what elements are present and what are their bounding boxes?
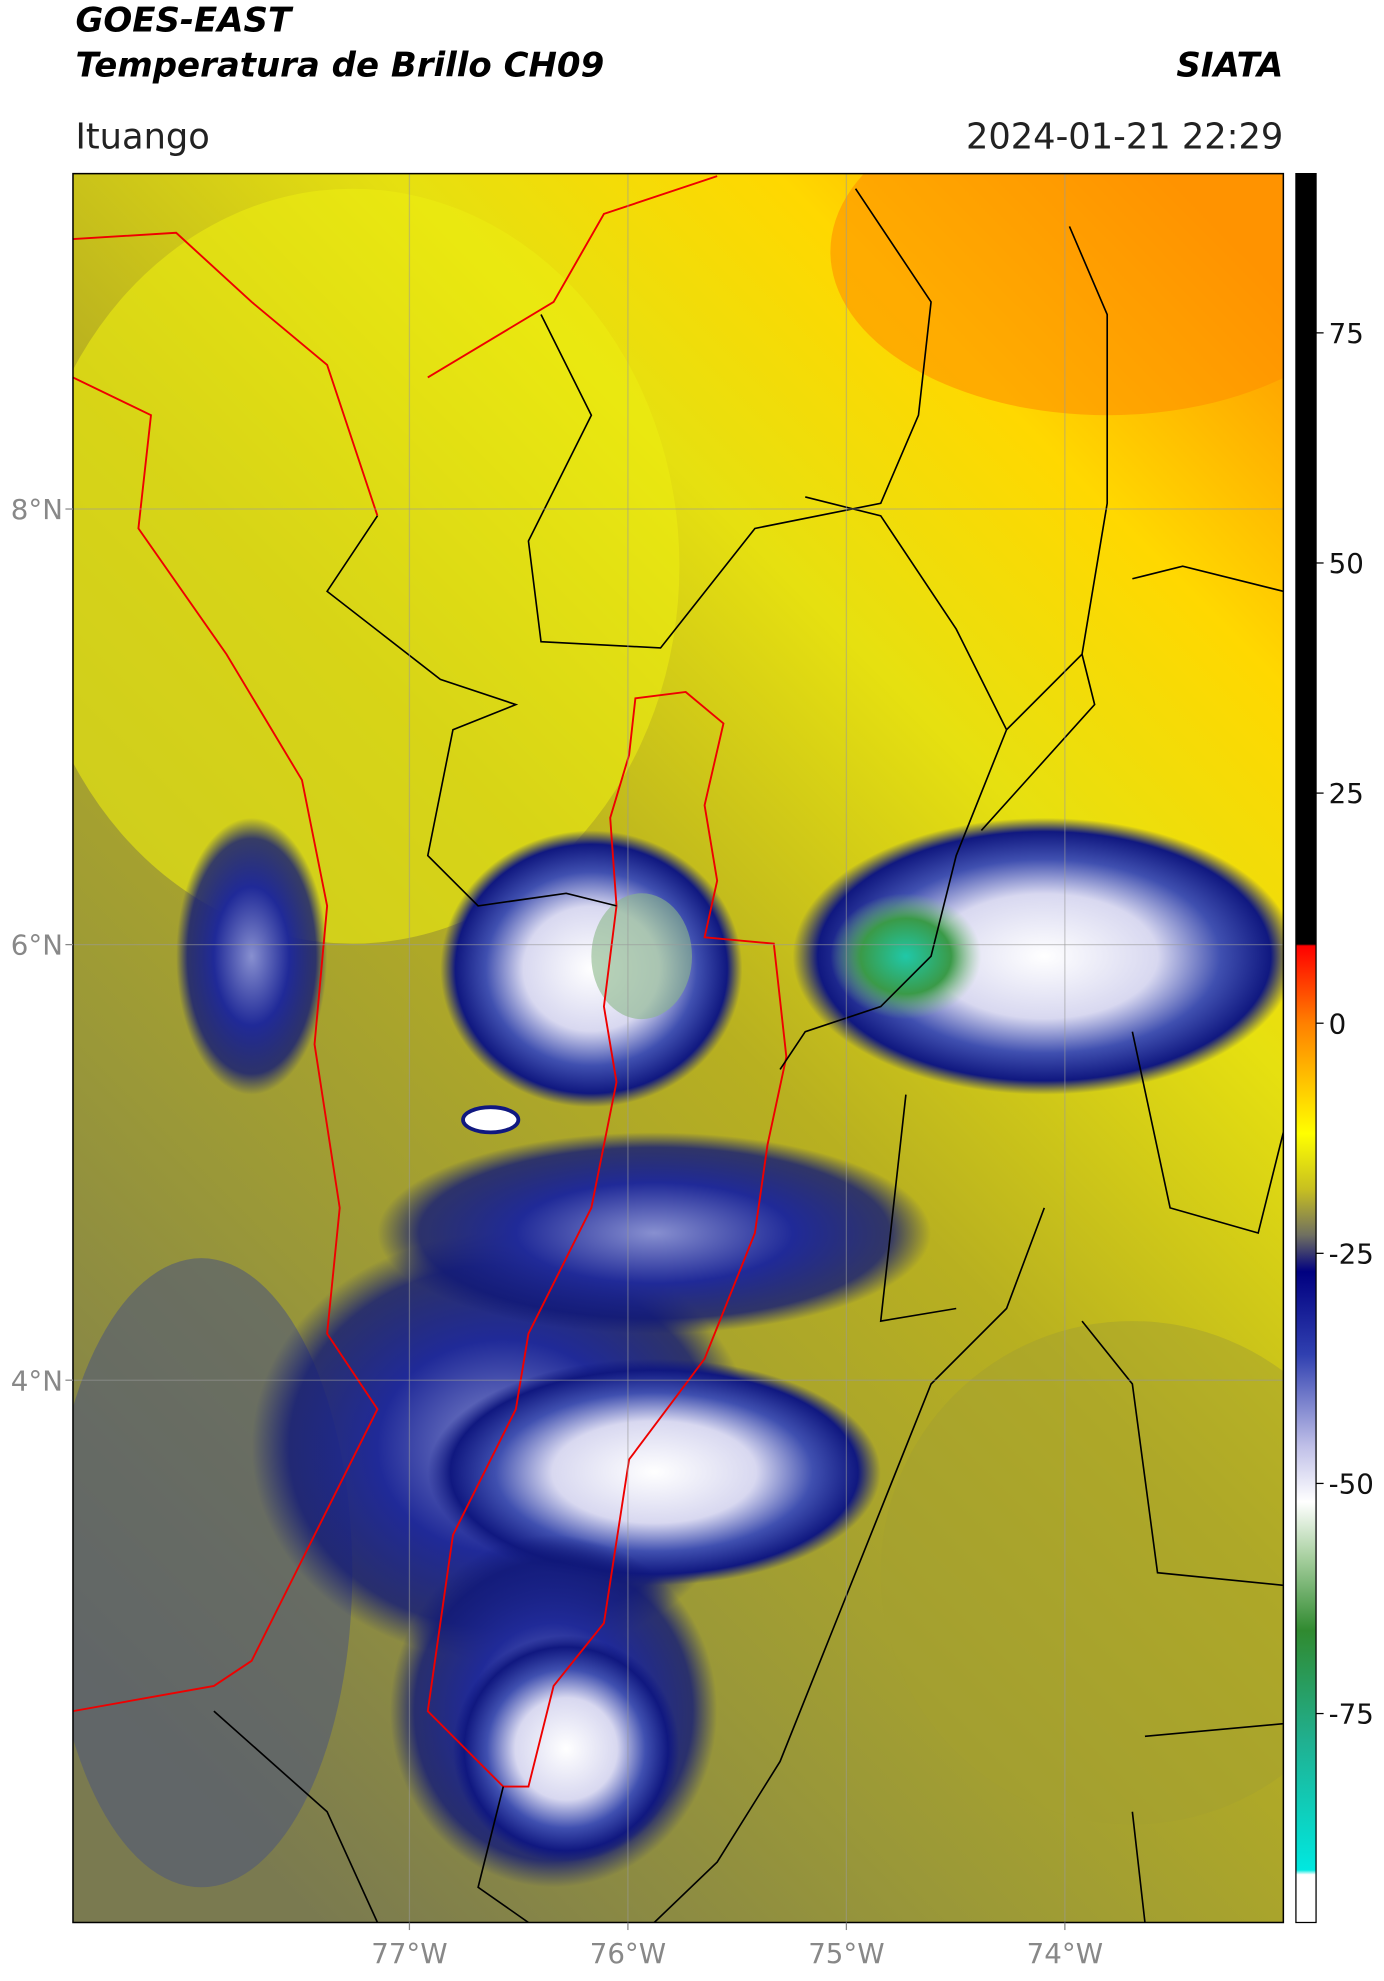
source: SIATA	[1176, 46, 1283, 86]
datetime: 2024-01-21 22:29	[966, 116, 1283, 157]
y-tick-label: 6°N	[11, 929, 63, 962]
subtitle: Temperatura de Brillo CH09	[75, 46, 604, 86]
colorbar-tick-label: -25	[1329, 1237, 1374, 1270]
y-tick-label: 4°N	[11, 1364, 63, 1397]
colorbar-tick-label: 50	[1329, 547, 1364, 580]
colorbar-tick-label: -50	[1329, 1468, 1374, 1501]
map-image	[72, 173, 1284, 1923]
colorbar	[1295, 172, 1317, 1924]
map-frame	[72, 172, 1285, 1924]
grid	[72, 173, 1284, 1923]
x-tick-label: 76°W	[590, 1937, 666, 1970]
colorbar-tick-label: 75	[1329, 317, 1364, 350]
title: GOES-EAST	[75, 0, 293, 40]
colorbar-tick-label: 0	[1329, 1007, 1347, 1040]
colorbar-tick-label: -75	[1329, 1698, 1374, 1731]
x-tick-label: 74°W	[1027, 1937, 1103, 1970]
location: Ituango	[75, 116, 209, 157]
x-tick-label: 77°W	[371, 1937, 447, 1970]
y-tick-label: 8°N	[11, 493, 63, 526]
colorbar-tick-label: 25	[1329, 777, 1364, 810]
x-tick-label: 75°W	[808, 1937, 884, 1970]
